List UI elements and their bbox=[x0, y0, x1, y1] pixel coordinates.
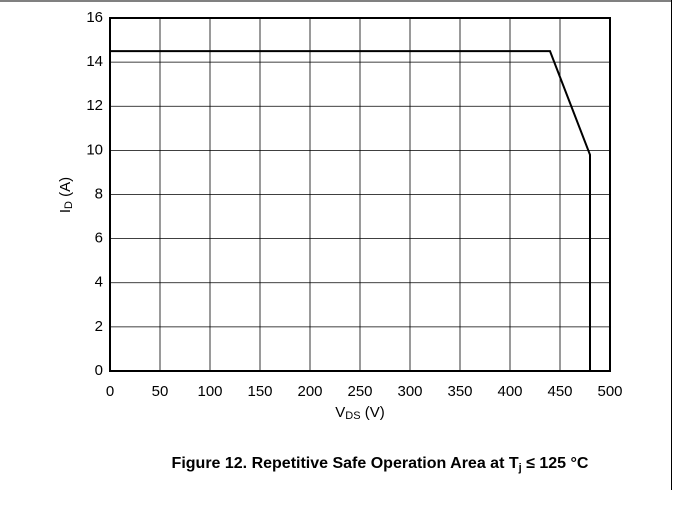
x-axis-label: VDS (V) bbox=[335, 404, 384, 422]
y-tick-label: 10 bbox=[86, 141, 103, 158]
x-tick-label: 350 bbox=[447, 383, 472, 400]
x-tick-label: 100 bbox=[197, 383, 222, 400]
y-tick-label: 8 bbox=[95, 185, 103, 202]
x-tick-label: 250 bbox=[347, 383, 372, 400]
x-tick-label: 400 bbox=[497, 383, 522, 400]
y-axis-label: ID (A) bbox=[57, 177, 75, 213]
y-tick-label: 0 bbox=[95, 362, 103, 379]
y-tick-label: 14 bbox=[86, 53, 103, 70]
x-tick-label: 450 bbox=[547, 383, 572, 400]
y-tick-label: 6 bbox=[95, 230, 103, 247]
y-tick-label: 4 bbox=[95, 274, 103, 291]
plot-frame bbox=[109, 17, 611, 372]
y-tick-label: 12 bbox=[86, 97, 103, 114]
x-tick-label: 500 bbox=[597, 383, 622, 400]
x-tick-label: 50 bbox=[152, 383, 169, 400]
y-tick-label: 16 bbox=[86, 9, 103, 26]
x-tick-label: 150 bbox=[247, 383, 272, 400]
x-tick-label: 0 bbox=[106, 383, 114, 400]
chart-title: Figure 12. Repetitive Safe Operation Are… bbox=[172, 455, 589, 474]
x-tick-label: 200 bbox=[297, 383, 322, 400]
y-tick-label: 2 bbox=[95, 318, 103, 335]
x-tick-label: 300 bbox=[397, 383, 422, 400]
data-line bbox=[110, 50, 591, 371]
